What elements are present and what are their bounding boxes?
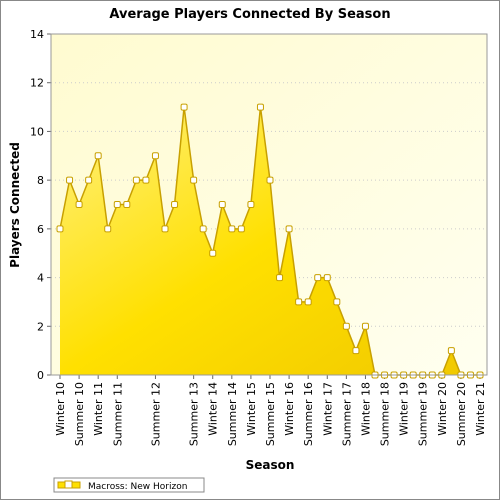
marker [209, 249, 217, 257]
x-tick-label: Summer 10 [73, 382, 86, 446]
y-tick-label: 10 [30, 125, 44, 138]
marker [104, 225, 112, 233]
marker [123, 201, 131, 208]
marker [323, 274, 331, 282]
legend-marker [64, 480, 73, 489]
y-tick-label: 0 [37, 369, 44, 382]
marker [66, 176, 74, 184]
marker [352, 347, 360, 355]
y-tick-label: 2 [37, 320, 44, 333]
marker [85, 176, 93, 184]
marker [361, 322, 369, 330]
x-tick-label: Winter 11 [92, 382, 105, 436]
legend: Macross: New Horizon [53, 477, 205, 493]
marker [161, 225, 169, 233]
y-tick-label: 4 [37, 272, 44, 285]
marker [314, 274, 322, 282]
marker [304, 298, 312, 306]
x-tick-label: Winter 20 [436, 382, 449, 436]
x-tick-label: Summer 14 [226, 382, 239, 446]
x-tick-label: Summer 15 [264, 382, 277, 446]
x-tick-label: Summer 13 [188, 382, 201, 446]
marker [180, 103, 188, 111]
x-tick-label: Summer 11 [111, 382, 124, 446]
marker [75, 201, 83, 208]
marker [237, 225, 245, 233]
marker [256, 103, 264, 111]
marker [285, 225, 293, 233]
marker [247, 201, 255, 208]
legend-box [53, 477, 205, 493]
marker [94, 152, 102, 160]
marker [171, 201, 179, 208]
x-tick-label: Summer 12 [149, 382, 162, 446]
marker [190, 176, 198, 184]
marker [151, 152, 159, 160]
x-tick-label: Summer 20 [455, 382, 468, 446]
x-tick-label: Summer 19 [417, 382, 430, 446]
area [60, 107, 480, 376]
x-tick-label: Summer 18 [379, 382, 392, 446]
x-tick-label: Winter 18 [359, 382, 372, 436]
marker [342, 322, 350, 330]
y-tick-label: 12 [30, 77, 44, 90]
marker [142, 176, 150, 184]
marker [333, 298, 341, 306]
x-tick-label: Winter 19 [398, 382, 411, 436]
marker [228, 225, 236, 233]
y-tick-label: 14 [30, 28, 44, 41]
x-tick-label: Winter 16 [283, 382, 296, 436]
marker [132, 176, 140, 184]
chart-title: Average Players Connected By Season [109, 7, 390, 22]
y-axis-label: Players Connected [8, 142, 22, 268]
marker [276, 274, 284, 282]
plot-border [50, 33, 488, 376]
x-tick-label: Summer 17 [340, 382, 353, 446]
x-axis-label: Season [246, 458, 295, 472]
marker [56, 225, 64, 233]
marker [218, 201, 226, 208]
marker [295, 298, 303, 306]
y-tick-label: 6 [37, 223, 44, 236]
x-tick-label: Winter 14 [207, 382, 220, 436]
marker [113, 201, 121, 208]
marker [447, 347, 455, 355]
x-tick-label: Winter 21 [474, 382, 487, 436]
x-tick-label: Summer 16 [302, 382, 315, 446]
x-tick-label: Winter 15 [245, 382, 258, 436]
marker [266, 176, 274, 184]
y-tick-label: 8 [37, 174, 44, 187]
legend-label: Macross: New Horizon [88, 482, 187, 492]
x-tick-label: Winter 10 [54, 382, 67, 436]
x-tick-label: Winter 17 [321, 382, 334, 436]
marker [199, 225, 207, 233]
